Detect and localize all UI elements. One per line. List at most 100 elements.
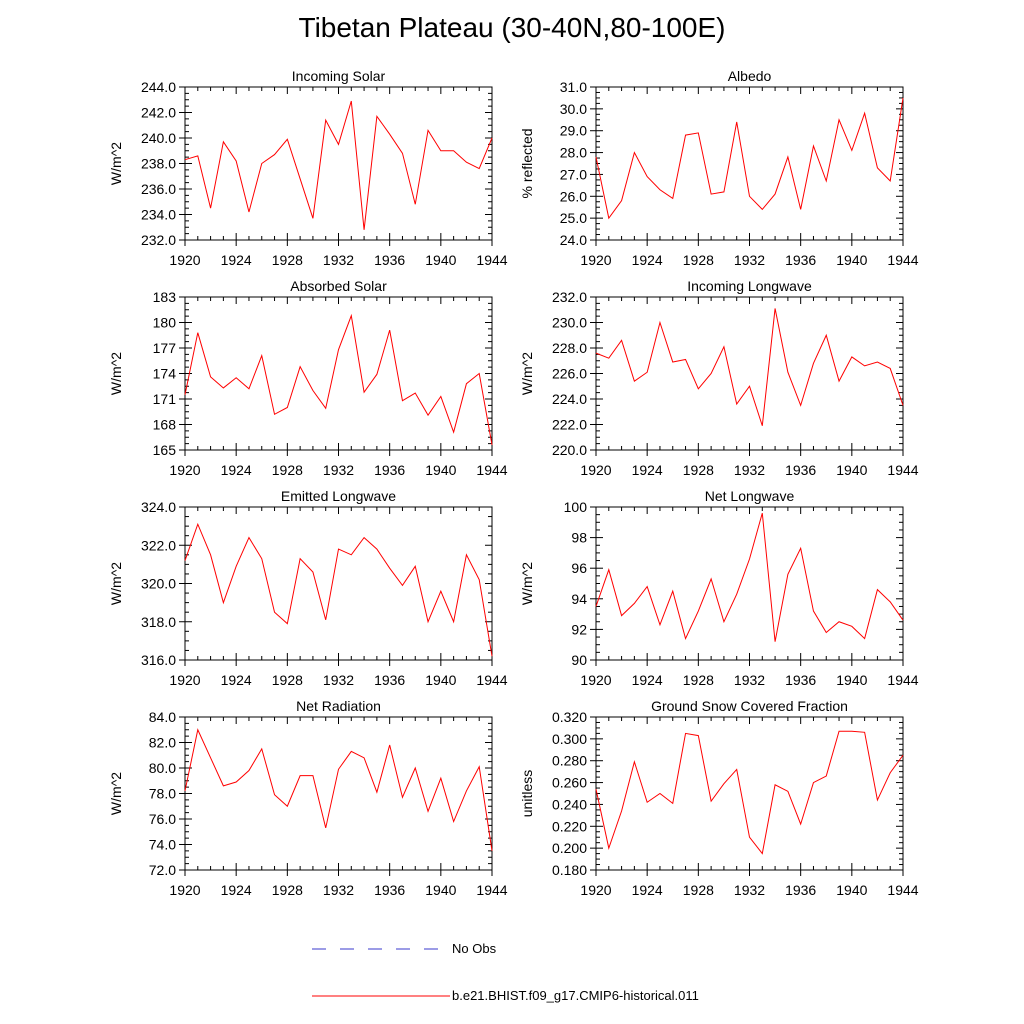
y-axis-label: W/m^2	[519, 352, 535, 395]
y-tick-label: 236.0	[141, 181, 176, 197]
y-tick-label: 0.180	[552, 862, 587, 878]
x-tick-label: 1924	[221, 462, 252, 478]
y-tick-label: 168	[153, 417, 177, 433]
x-tick-label: 1940	[425, 882, 456, 898]
x-tick-label: 1928	[683, 672, 714, 688]
y-tick-label: 92	[571, 621, 587, 637]
y-tick-label: 100	[564, 499, 588, 515]
x-tick-label: 1928	[272, 882, 303, 898]
y-tick-label: 0.320	[552, 709, 587, 725]
y-tick-label: 25.0	[560, 210, 587, 226]
x-tick-label: 1920	[169, 672, 200, 688]
x-tick-label: 1924	[632, 462, 663, 478]
x-tick-label: 1944	[476, 462, 507, 478]
y-tick-label: 183	[153, 289, 177, 305]
x-tick-label: 1932	[734, 882, 765, 898]
y-axis-label: unitless	[519, 770, 535, 817]
y-tick-label: 31.0	[560, 79, 587, 95]
y-axis-label: W/m^2	[519, 562, 535, 605]
x-tick-label: 1932	[734, 462, 765, 478]
y-tick-label: 234.0	[141, 207, 176, 223]
x-tick-label: 1932	[323, 672, 354, 688]
x-tick-label: 1920	[580, 462, 611, 478]
x-tick-label: 1944	[887, 672, 918, 688]
x-tick-label: 1932	[323, 882, 354, 898]
plot-frame	[184, 86, 493, 241]
y-tick-label: 28.0	[560, 145, 587, 161]
y-tick-label: 30.0	[560, 101, 587, 117]
plot-frame	[595, 86, 904, 241]
y-tick-label: 0.300	[552, 731, 587, 747]
y-tick-label: 230.0	[552, 315, 587, 331]
chart-panel-4: Incoming Longwave W/m^2 220.0 222.0 224.0 226…	[519, 278, 919, 478]
series-line	[595, 512, 904, 642]
x-tick-label: 1932	[734, 672, 765, 688]
y-tick-label: 78.0	[149, 786, 176, 802]
x-tick-label: 1936	[374, 882, 405, 898]
y-tick-label: 76.0	[149, 811, 176, 827]
y-tick-label: 82.0	[149, 735, 176, 751]
y-tick-label: 232.0	[141, 232, 176, 248]
legend-obs-line	[312, 948, 450, 950]
series-line	[595, 730, 904, 855]
x-tick-label: 1924	[221, 252, 252, 268]
y-tick-label: 96	[571, 560, 587, 576]
y-tick-label: 0.200	[552, 840, 587, 856]
x-tick-label: 1940	[425, 252, 456, 268]
x-tick-label: 1944	[887, 882, 918, 898]
y-tick-label: 226.0	[552, 366, 587, 382]
x-tick-label: 1944	[887, 252, 918, 268]
series-line	[595, 97, 904, 220]
y-tick-label: 80.0	[149, 760, 176, 776]
series-line	[184, 728, 493, 851]
y-tick-label: 232.0	[552, 289, 587, 305]
chart-panel-8: Ground Snow Covered Fraction unitless 0.18…	[519, 698, 919, 898]
x-tick-label: 1924	[632, 672, 663, 688]
x-tick-label: 1920	[580, 882, 611, 898]
y-tick-label: 26.0	[560, 188, 587, 204]
y-tick-label: 228.0	[552, 340, 587, 356]
x-tick-label: 1940	[836, 252, 867, 268]
y-axis-label: W/m^2	[108, 772, 124, 815]
x-tick-label: 1920	[169, 882, 200, 898]
plot-frame	[595, 716, 904, 871]
panel-title: Incoming Longwave	[687, 278, 812, 294]
y-tick-label: 0.220	[552, 818, 587, 834]
x-tick-label: 1936	[785, 462, 816, 478]
x-tick-label: 1940	[425, 462, 456, 478]
panel-title: Emitted Longwave	[281, 488, 396, 504]
x-tick-label: 1940	[425, 672, 456, 688]
y-tick-label: 222.0	[552, 417, 587, 433]
series-line	[595, 308, 904, 426]
legend-model-line	[312, 995, 450, 997]
series-line	[184, 100, 493, 230]
x-tick-label: 1932	[323, 252, 354, 268]
chart-panel-6: Net Longwave W/m^2 90 92 94 96 98 100 1920 1924 19…	[519, 488, 919, 688]
y-tick-label: 177	[153, 340, 177, 356]
chart-panel-7: Net Radiation W/m^2 72.0 74.0 76.0 78.0 80.0 82…	[108, 698, 508, 898]
x-tick-label: 1936	[374, 462, 405, 478]
panel-title: Ground Snow Covered Fraction	[651, 698, 848, 714]
x-tick-label: 1940	[836, 882, 867, 898]
x-tick-label: 1940	[836, 462, 867, 478]
x-tick-label: 1928	[683, 462, 714, 478]
y-tick-label: 27.0	[560, 166, 587, 182]
panel-title: Incoming Solar	[292, 68, 386, 84]
y-tick-label: 238.0	[141, 156, 176, 172]
y-tick-label: 220.0	[552, 442, 587, 458]
x-tick-label: 1940	[836, 672, 867, 688]
x-tick-label: 1936	[785, 672, 816, 688]
x-tick-label: 1944	[476, 252, 507, 268]
y-tick-label: 90	[571, 652, 587, 668]
x-tick-label: 1924	[221, 672, 252, 688]
y-tick-label: 174	[153, 366, 177, 382]
x-tick-label: 1928	[272, 252, 303, 268]
y-tick-label: 242.0	[141, 105, 176, 121]
panel-title: Albedo	[728, 68, 772, 84]
panel-title: Absorbed Solar	[290, 278, 387, 294]
y-tick-label: 24.0	[560, 232, 587, 248]
x-tick-label: 1920	[580, 672, 611, 688]
y-tick-label: 322.0	[141, 537, 176, 553]
y-tick-label: 74.0	[149, 837, 176, 853]
